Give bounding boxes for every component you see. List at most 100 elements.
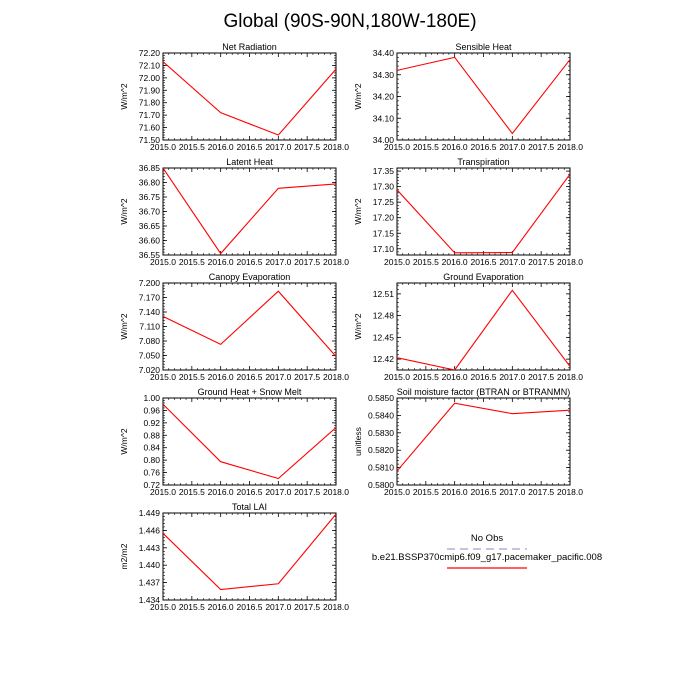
x-tick-label: 2015.5 xyxy=(179,372,205,382)
y-tick-label: 0.5800 xyxy=(368,480,394,490)
y-tick-label: 1.440 xyxy=(139,560,161,570)
y-tick-label: 1.00 xyxy=(143,393,160,403)
x-tick-label: 2015.0 xyxy=(384,257,410,267)
x-tick-label: 2018.0 xyxy=(557,257,583,267)
x-tick-label: 2016.0 xyxy=(208,602,234,612)
y-axis-label: W/m^2 xyxy=(353,83,363,109)
y-tick-label: 1.437 xyxy=(139,578,161,588)
series-line xyxy=(397,56,570,135)
series-line xyxy=(163,168,336,255)
x-tick-label: 2017.0 xyxy=(265,487,291,497)
x-tick-label: 2017.0 xyxy=(499,257,525,267)
y-tick-label: 17.15 xyxy=(373,228,395,238)
x-tick-label: 2016.0 xyxy=(208,487,234,497)
x-tick-label: 2018.0 xyxy=(557,142,583,152)
y-tick-label: 7.110 xyxy=(139,322,160,332)
x-tick-label: 2018.0 xyxy=(323,142,349,152)
x-tick-label: 2015.0 xyxy=(150,142,176,152)
x-tick-label: 2016.5 xyxy=(471,372,497,382)
plot-frame xyxy=(162,52,337,141)
y-tick-label: 0.5820 xyxy=(368,445,394,455)
y-tick-label: 17.30 xyxy=(373,182,395,192)
x-tick-label: 2017.0 xyxy=(499,487,525,497)
plot-frame xyxy=(162,397,337,486)
y-tick-label: 36.55 xyxy=(139,250,161,260)
x-tick-label: 2015.0 xyxy=(384,372,410,382)
y-tick-label: 71.60 xyxy=(139,123,161,133)
x-tick-label: 2016.0 xyxy=(208,142,234,152)
y-tick-label: 34.20 xyxy=(373,92,395,102)
x-tick-label: 2018.0 xyxy=(323,487,349,497)
panel-title: Ground Evaporation xyxy=(443,272,524,282)
x-tick-label: 2015.0 xyxy=(384,142,410,152)
y-tick-label: 7.020 xyxy=(139,365,161,375)
y-tick-label: 36.80 xyxy=(139,178,161,188)
series-line xyxy=(163,61,336,136)
x-tick-label: 2016.0 xyxy=(442,487,468,497)
panel-title: Net Radiation xyxy=(222,42,277,52)
panel-title: Latent Heat xyxy=(226,157,273,167)
y-tick-label: 36.60 xyxy=(139,236,161,246)
series-line xyxy=(397,289,570,370)
panel-title: Canopy Evaporation xyxy=(209,272,291,282)
plot-frame xyxy=(396,52,571,141)
legend-label: No Obs xyxy=(471,533,503,544)
legend-entry-1: No Obs xyxy=(447,533,527,550)
y-tick-label: 36.75 xyxy=(139,192,161,202)
y-tick-label: 0.5850 xyxy=(368,393,394,403)
y-tick-label: 36.85 xyxy=(139,163,161,173)
y-tick-label: 1.443 xyxy=(139,543,161,553)
y-tick-label: 72.00 xyxy=(139,73,161,83)
x-tick-label: 2017.5 xyxy=(528,487,554,497)
y-tick-label: 1.434 xyxy=(139,595,161,605)
y-axis-label: W/m^2 xyxy=(119,83,129,109)
y-tick-label: 0.5840 xyxy=(368,410,394,420)
legend: No Obs b.e21.BSSP370cmip6.f09_g17.pacemak… xyxy=(372,533,602,569)
y-tick-label: 71.80 xyxy=(139,98,161,108)
x-tick-label: 2016.0 xyxy=(442,142,468,152)
x-tick-label: 2016.0 xyxy=(442,372,468,382)
x-tick-label: 2015.0 xyxy=(150,257,176,267)
plot-frame xyxy=(396,282,571,371)
y-tick-label: 72.20 xyxy=(139,48,161,58)
x-tick-label: 2016.5 xyxy=(471,487,497,497)
x-tick-label: 2017.5 xyxy=(294,142,320,152)
x-tick-label: 2017.5 xyxy=(528,257,554,267)
x-tick-label: 2016.0 xyxy=(442,257,468,267)
y-axis-label: W/m^2 xyxy=(119,428,129,454)
y-tick-label: 0.72 xyxy=(143,480,160,490)
y-tick-label: 34.00 xyxy=(373,135,395,145)
x-tick-label: 2016.5 xyxy=(471,142,497,152)
panel-title: Sensible Heat xyxy=(455,42,512,52)
x-tick-label: 2018.0 xyxy=(323,602,349,612)
series-line xyxy=(163,513,336,591)
x-tick-label: 2018.0 xyxy=(323,372,349,382)
x-tick-label: 2017.0 xyxy=(265,372,291,382)
chart-panel-6: Ground Evaporation 2015.0 2015.5 2016.0 2016… xyxy=(353,272,583,382)
panel-title: Soil moisture factor (BTRAN or BTRANMN) xyxy=(397,387,571,397)
y-tick-label: 17.10 xyxy=(373,244,395,254)
panel-title: Total LAI xyxy=(232,502,267,512)
y-axis-label: m2/m2 xyxy=(119,543,129,569)
x-tick-label: 2017.5 xyxy=(294,257,320,267)
chart-panel-5: Canopy Evaporation 2015.0 2015.5 2016.0 2016… xyxy=(119,272,349,382)
y-tick-label: 71.70 xyxy=(139,110,161,120)
y-tick-label: 12.45 xyxy=(373,332,395,342)
x-tick-label: 2017.5 xyxy=(294,372,320,382)
y-tick-label: 71.50 xyxy=(139,135,161,145)
y-tick-label: 0.80 xyxy=(143,455,160,465)
legend-label: b.e21.BSSP370cmip6.f09_g17.pacemaker_pac… xyxy=(372,552,602,563)
y-tick-label: 17.20 xyxy=(373,213,395,223)
x-tick-label: 2018.0 xyxy=(557,487,583,497)
y-tick-label: 12.51 xyxy=(373,289,395,299)
x-tick-label: 2015.5 xyxy=(413,142,439,152)
y-tick-label: 0.5810 xyxy=(368,463,394,473)
x-tick-label: 2016.5 xyxy=(237,602,263,612)
y-tick-label: 7.140 xyxy=(139,307,161,317)
